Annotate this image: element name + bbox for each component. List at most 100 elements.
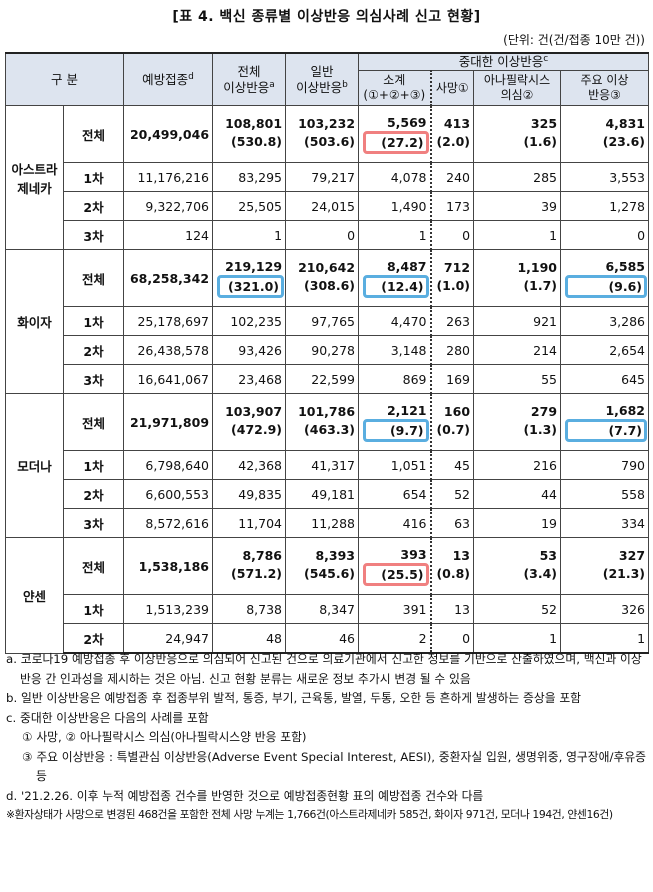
value-cell: 8,572,616 [123,508,214,538]
header-text: 주요 이상 [580,73,629,87]
note-label: b. [6,691,18,705]
value-cell: 42,368 [212,450,287,480]
count: 325 [530,115,558,131]
header-text: 예방접종 [142,71,189,87]
count: 1 [274,227,283,243]
value-cell: 103,232 (503.6) [285,105,360,163]
dose-label: 2차 [62,623,125,654]
count: 654 [402,486,427,502]
count: 101,786 [298,403,356,419]
count: 1,513,239 [145,601,210,617]
count: 280 [446,342,471,358]
value-cell: 21,971,809 [123,393,214,451]
header-cell: 주요 이상 반응③ [560,70,650,106]
header-cell: 중대한 이상반응c [358,52,650,71]
vaccine-name: 모더나 [5,393,64,538]
value-cell: 124 [123,220,214,250]
dose-label: 전체 [62,393,125,451]
note-label: a. [6,652,17,666]
count: 11,704 [238,515,283,531]
footnote-mark: c [543,54,549,64]
count: 22,599 [311,371,356,387]
dose-label: 3차 [62,364,125,394]
count: 160 [443,403,471,419]
note-sub-item: ① 사망, ② 아나필락시스 의심(아나필락시스양 반응 포함) [22,730,307,744]
rate: (571.2) [231,565,283,581]
rate: (1.7) [523,277,558,293]
count: 16,641,067 [137,371,210,387]
rate: (503.6) [304,133,356,149]
header-cell: 소계 (①+②+③) [358,70,432,106]
count: 416 [402,515,427,531]
value-cell: 173 [430,191,475,221]
value-cell: 24,015 [285,191,360,221]
value-cell: 393 (25.5) [358,537,432,595]
note: d. '21.2.26. 이후 누적 예방접종 건수를 반영한 것으로 예방접종… [6,787,648,807]
count: 13 [452,547,471,563]
value-cell: 44 [473,479,562,509]
value-cell: 279 (1.3) [473,393,562,451]
count: 214 [533,342,558,358]
count: 869 [402,371,427,387]
count: 558 [621,486,646,502]
header-line: 예방접종d [124,72,212,88]
header-text: 이상반응 [296,79,343,95]
count: 11,288 [311,515,356,531]
count: 19 [541,515,558,531]
dose-label: 전체 [62,537,125,595]
value-cell: 68,258,342 [123,249,214,307]
count: 42,368 [238,457,283,473]
value-cell: 1 [358,220,432,250]
value-cell: 3,286 [560,306,650,336]
value-cell: 13 [430,594,475,624]
value-cell: 2 [358,623,432,654]
count: 240 [446,169,471,185]
value-cell: 45 [430,450,475,480]
count: 25,505 [238,198,283,214]
header-line: 소계 [359,73,430,88]
table-row: 1차 25,178,697 102,235 97,765 4,470 263 921 3,28… [6,306,650,336]
count: 790 [621,457,646,473]
value-cell: 263 [430,306,475,336]
count: 13 [454,601,471,617]
count: 8,786 [242,547,283,563]
value-cell: 1,051 [358,450,432,480]
note: c. 중대한 이상반응은 다음의 사례를 포함 [6,709,648,729]
header-cell: 구 분 [4,52,125,106]
value-cell: 0 [430,623,475,654]
rate: (308.6) [304,277,356,293]
value-cell: 1 [212,220,287,250]
value-cell: 11,288 [285,508,360,538]
value-cell: 3,553 [560,162,650,192]
value-cell: 3,148 [358,335,432,365]
value-cell: 25,178,697 [123,306,214,336]
rate: (21.3) [602,565,646,581]
header-cell: 아나필락시스 의심② [473,70,562,106]
value-cell: 1,538,186 [123,537,214,595]
value-cell: 55 [473,364,562,394]
rate: (530.8) [231,133,283,149]
notes: a. 코로나19 예방접종 후 이상반응으로 의심되어 신고된 건으로 의료기관… [6,650,648,824]
value-cell: 52 [430,479,475,509]
value-cell: 11,704 [212,508,287,538]
header-line: 아나필락시스 [474,73,560,88]
note-label: d. [6,788,18,803]
count: 53 [539,547,558,563]
value-cell: 103,907 (472.9) [212,393,287,451]
rate: (23.6) [602,133,646,149]
rate: (0.7) [436,421,471,437]
rate: (2.0) [436,133,471,149]
value-cell: 391 [358,594,432,624]
count: 285 [533,169,558,185]
count: 93,426 [238,342,283,358]
value-cell: 1,682 (7.7) [560,393,650,451]
value-cell: 160 (0.7) [430,393,475,451]
header-line: 이상반응b [286,80,358,96]
dose-label: 3차 [62,508,125,538]
count: 1,190 [517,259,558,275]
footnote-mark: a [269,79,275,90]
count: 4,831 [605,115,646,131]
value-cell: 2,121 (9.7) [358,393,432,451]
value-cell: 921 [473,306,562,336]
